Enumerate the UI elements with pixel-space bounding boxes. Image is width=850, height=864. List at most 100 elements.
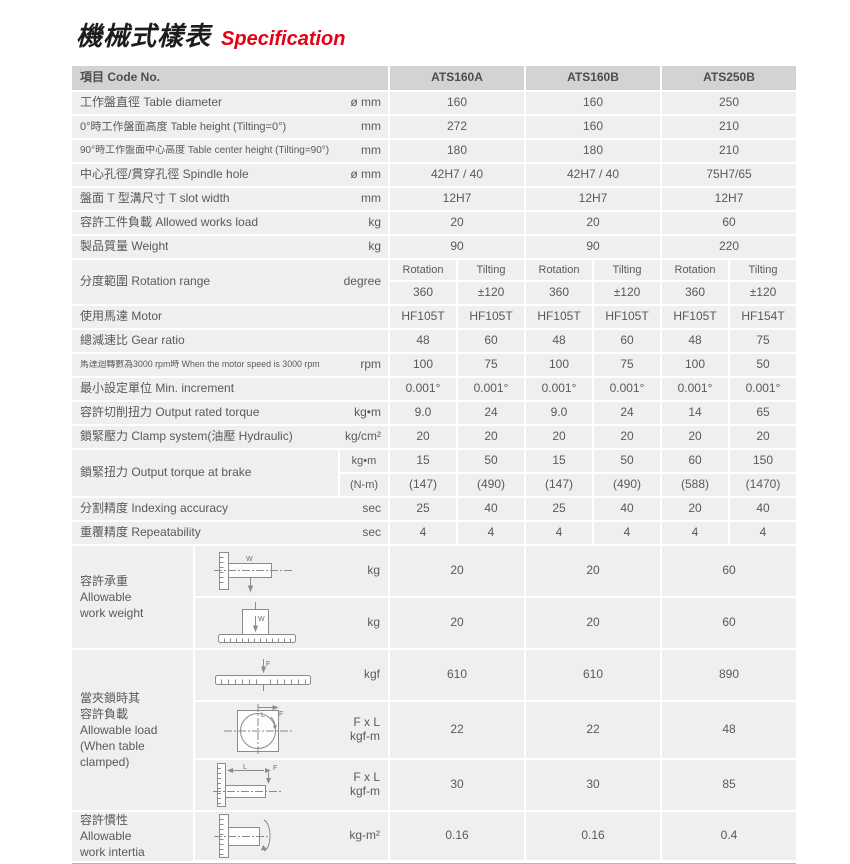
spec-value: HF154T — [730, 306, 796, 328]
spec-value: (588) — [662, 474, 728, 496]
axis-subheader: Tilting — [458, 260, 524, 280]
row-label: 90°時工作盤面中心高度 Table center height (Tiltin… — [80, 145, 330, 157]
spec-value: 75 — [730, 330, 796, 352]
spec-value: 20 — [662, 498, 728, 520]
spec-value: 150 — [730, 450, 796, 472]
spec-value: 0.16 — [390, 812, 524, 860]
spec-value: 15 — [526, 450, 592, 472]
spec-value: 180 — [390, 140, 524, 162]
spec-row: 容許工件負載 Allowed works load kg 20 20 60 — [72, 212, 796, 234]
spec-value: 24 — [594, 402, 660, 424]
spec-value: 48 — [662, 702, 796, 758]
spec-value: 15 — [390, 450, 456, 472]
spec-value: 0.001° — [390, 378, 456, 400]
spec-value: 75 — [594, 354, 660, 376]
spec-value: 4 — [730, 522, 796, 544]
spec-value: 60 — [662, 598, 796, 648]
axis-subheader: Rotation — [390, 260, 456, 280]
spec-row: 工作盤直徑 Table diameter ø mm 160 160 250 — [72, 92, 796, 114]
clamp-load-table-icon: F — [211, 657, 315, 693]
spec-value: 30 — [526, 760, 660, 810]
rotation-subrows: Rotation Tilting Rotation Tilting Rotation Ti… — [390, 260, 796, 304]
row-unit: F x L kgf-m — [350, 770, 380, 798]
row-label-cell: 馬達迴轉數為3000 rpm時 When the motor speed is … — [72, 354, 388, 376]
row-label: 鎖緊壓力 Clamp system(油壓 Hydraulic) — [80, 430, 293, 444]
spec-row: 製品質量 Weight kg 90 90 220 — [72, 236, 796, 258]
row-unit: ø mm — [350, 95, 381, 110]
row-unit: mm — [361, 143, 381, 158]
row-label-cell: 工作盤直徑 Table diameter ø mm — [72, 92, 388, 114]
page-title: 機械式樣表 Specification — [76, 16, 850, 53]
row-label-cell: 使用馬達 Motor — [72, 306, 388, 328]
axis-subheader: Rotation — [526, 260, 592, 280]
spec-value: 22 — [526, 702, 660, 758]
model-header: ATS160A — [390, 66, 524, 90]
row-unit: kg — [367, 563, 380, 578]
spec-value: ±120 — [594, 282, 660, 304]
spec-value: 210 — [662, 116, 796, 138]
spec-value: 12H7 — [662, 188, 796, 210]
clamped-load-section: 當夾鎖時其 容許負載 Allowable load (When table cl… — [72, 650, 796, 810]
spec-value: ±120 — [458, 282, 524, 304]
spec-value: (490) — [594, 474, 660, 496]
spec-value: 75H7/65 — [662, 164, 796, 186]
row-unit: kg — [367, 615, 380, 630]
spec-value: 250 — [662, 92, 796, 114]
spec-value: 12H7 — [526, 188, 660, 210]
row-unit: F x L kgf-m — [350, 715, 380, 743]
spec-value: 60 — [594, 330, 660, 352]
spec-row: 馬達迴轉數為3000 rpm時 When the motor speed is … — [72, 354, 796, 376]
row-label: 工作盤直徑 Table diameter — [80, 96, 223, 110]
row-label: 鎖緊扭力 Output torque at brake — [80, 466, 252, 480]
brake-row: kg•m 15 50 15 50 60 150 — [340, 450, 796, 472]
spec-value: 60 — [458, 330, 524, 352]
spec-value: 4 — [526, 522, 592, 544]
row-unit: kgf — [363, 667, 380, 682]
axis-subheader: Tilting — [730, 260, 796, 280]
svg-text:F: F — [279, 711, 283, 718]
spec-value: 100 — [390, 354, 456, 376]
brake-torque-section: 鎖緊扭力 Output torque at brake kg•m 15 50 15 50 6… — [72, 450, 796, 496]
spec-value: ±120 — [730, 282, 796, 304]
spec-value: 4 — [458, 522, 524, 544]
spec-value: 100 — [662, 354, 728, 376]
spec-value: 0.16 — [526, 812, 660, 860]
row-unit: rpm — [360, 357, 381, 372]
row-label: 總減速比 Gear ratio — [80, 334, 185, 348]
spec-value: 20 — [390, 212, 524, 234]
row-unit: sec — [362, 525, 381, 540]
row-unit: kg•m — [354, 405, 381, 420]
spec-value: 360 — [526, 282, 592, 304]
row-unit: mm — [361, 191, 381, 206]
spec-value: 20 — [526, 426, 592, 448]
spec-value: 60 — [662, 212, 796, 234]
spec-value: 160 — [526, 92, 660, 114]
spec-table: 項目 Code No. ATS160A ATS160B ATS250B 工作盤直徑 Ta… — [72, 66, 796, 861]
row-label: 最小設定單位 Min. increment — [80, 382, 235, 396]
spec-value: 4 — [662, 522, 728, 544]
row-label: 容許工件負載 Allowed works load — [80, 216, 259, 230]
spec-value: 40 — [730, 498, 796, 520]
spec-value: 50 — [730, 354, 796, 376]
spec-value: 4 — [390, 522, 456, 544]
row-label-cell: 鎖緊壓力 Clamp system(油壓 Hydraulic) kg/cm² — [72, 426, 388, 448]
row-unit: ø mm — [350, 167, 381, 182]
code-no-label: 項目 Code No. — [80, 71, 160, 85]
rotation-range-section: 分度範圍 Rotation range degree Rotation Tilting… — [72, 260, 796, 304]
page-title-zh: 機械式樣表 — [76, 21, 212, 51]
row-label-cell: 容許切削扭力 Output rated torque kg•m — [72, 402, 388, 424]
spec-value: HF105T — [662, 306, 728, 328]
row-unit: degree — [343, 274, 381, 289]
row-label: 分割精度 Indexing accuracy — [80, 502, 229, 516]
row-label-cell: 最小設定單位 Min. increment — [72, 378, 388, 400]
spec-value: 25 — [526, 498, 592, 520]
spec-value: 9.0 — [390, 402, 456, 424]
spec-value: 75 — [458, 354, 524, 376]
svg-text:L: L — [261, 712, 265, 719]
row-unit: kg — [368, 215, 381, 230]
spec-row: 使用馬達 Motor HF105T HF105T HF105T HF105T HF105T… — [72, 306, 796, 328]
